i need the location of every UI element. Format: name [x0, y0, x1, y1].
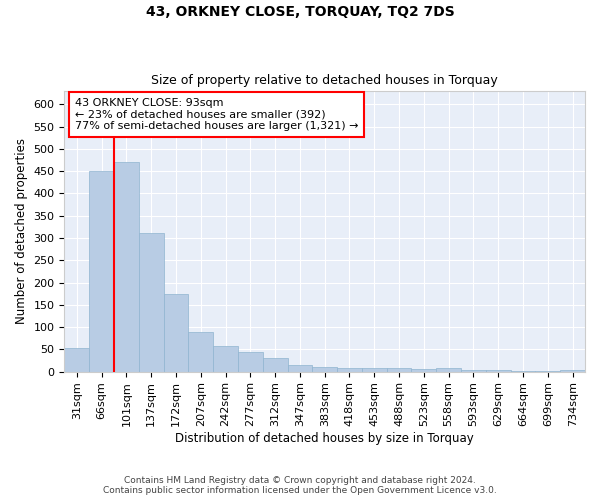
Bar — [114, 162, 139, 372]
Bar — [436, 368, 461, 372]
Bar — [213, 346, 238, 372]
Bar — [412, 369, 436, 372]
Bar — [560, 370, 585, 372]
Bar — [164, 294, 188, 372]
Bar — [238, 352, 263, 372]
Bar — [64, 348, 89, 372]
Bar — [486, 370, 511, 372]
Bar — [337, 368, 362, 372]
Text: Contains HM Land Registry data © Crown copyright and database right 2024.
Contai: Contains HM Land Registry data © Crown c… — [103, 476, 497, 495]
Bar — [188, 332, 213, 372]
Bar — [313, 367, 337, 372]
Title: Size of property relative to detached houses in Torquay: Size of property relative to detached ho… — [151, 74, 498, 87]
Text: 43, ORKNEY CLOSE, TORQUAY, TQ2 7DS: 43, ORKNEY CLOSE, TORQUAY, TQ2 7DS — [146, 5, 454, 19]
Bar — [362, 368, 386, 372]
Bar — [287, 366, 313, 372]
X-axis label: Distribution of detached houses by size in Torquay: Distribution of detached houses by size … — [175, 432, 474, 445]
Bar — [461, 370, 486, 372]
Bar — [511, 370, 535, 372]
Text: 43 ORKNEY CLOSE: 93sqm
← 23% of detached houses are smaller (392)
77% of semi-de: 43 ORKNEY CLOSE: 93sqm ← 23% of detached… — [75, 98, 358, 131]
Bar — [263, 358, 287, 372]
Bar — [386, 368, 412, 372]
Bar — [89, 171, 114, 372]
Y-axis label: Number of detached properties: Number of detached properties — [15, 138, 28, 324]
Bar — [139, 234, 164, 372]
